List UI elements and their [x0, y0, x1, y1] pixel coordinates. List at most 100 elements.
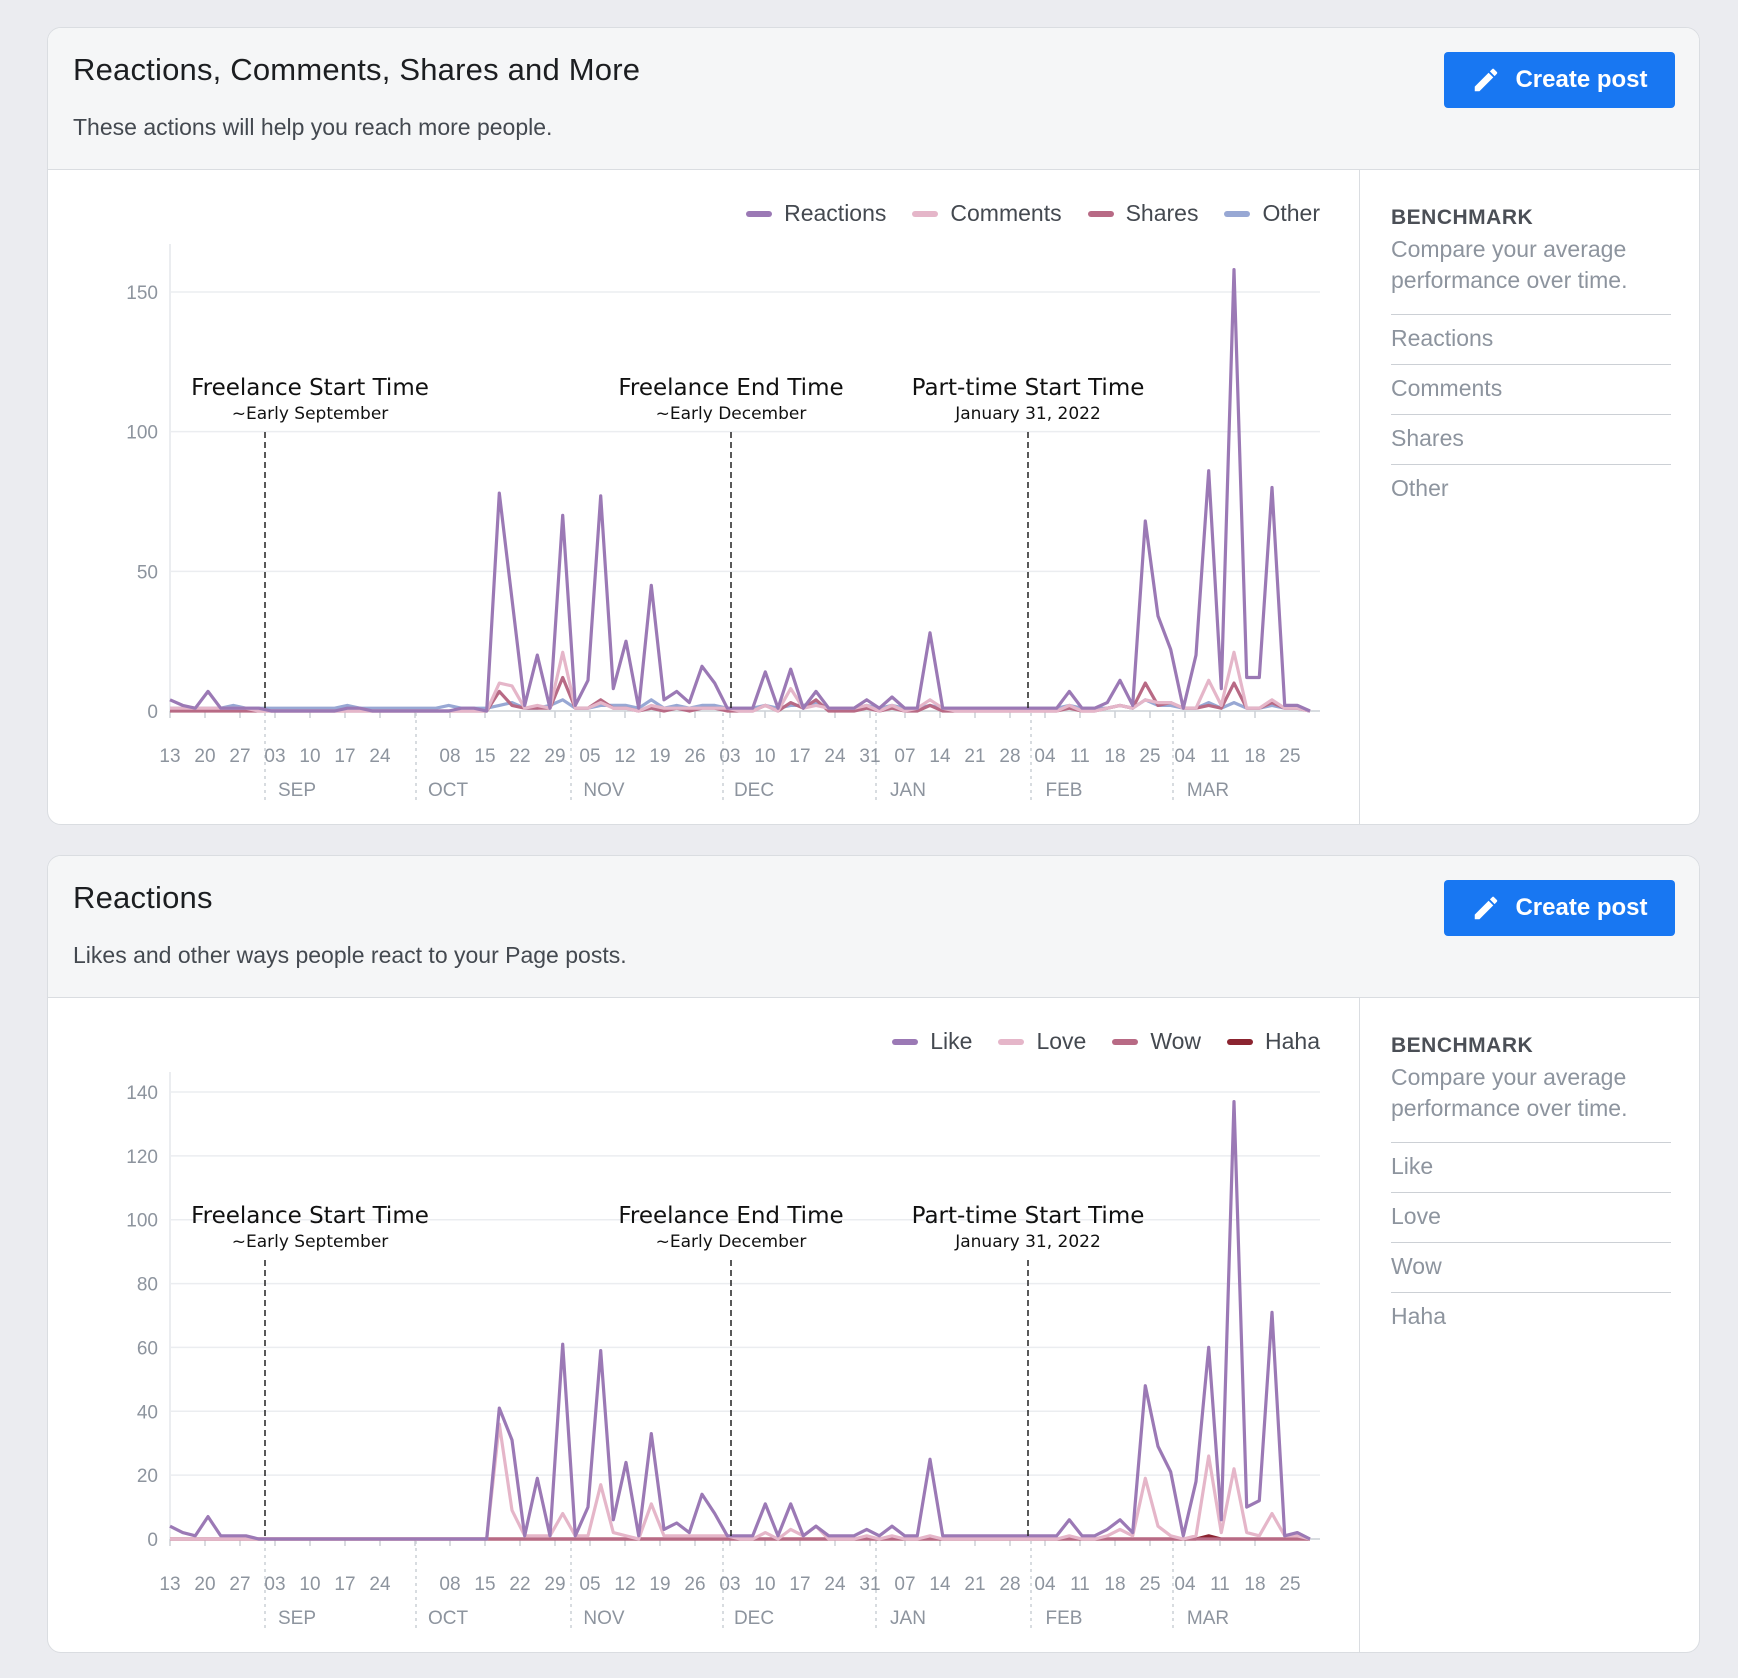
month-label: OCT: [428, 1608, 469, 1629]
x-tick-label: 04: [1174, 1574, 1196, 1595]
x-tick-label: 29: [544, 746, 565, 767]
legend-label: Reactions: [784, 200, 887, 226]
card-header: Reactions Likes and other ways people re…: [48, 856, 1699, 998]
legend-swatch: [892, 1038, 919, 1045]
reactions-chart-svg: 0 20 40 60 80 100 120 140 13 20 27 03 10 17 24 08 15 22 29…: [126, 1072, 1320, 1630]
x-tick-label: 18: [1244, 1574, 1265, 1595]
x-tick-label: 15: [474, 746, 495, 767]
create-post-label: Create post: [1515, 66, 1648, 93]
legend-item-love[interactable]: Love: [998, 1028, 1086, 1055]
x-tick-label: 25: [1279, 1574, 1300, 1595]
x-tick-label: 20: [194, 746, 215, 767]
legend-label: Love: [1036, 1028, 1087, 1054]
x-tick-label: 18: [1104, 1574, 1125, 1595]
legend-item-comments[interactable]: Comments: [912, 200, 1062, 227]
y-tick-label: 0: [147, 702, 158, 723]
legend-label: Wow: [1150, 1028, 1202, 1054]
x-tick-label: 25: [1139, 746, 1160, 767]
engagement-card: Reactions, Comments, Shares and More The…: [47, 27, 1700, 825]
y-tick-label: 60: [137, 1338, 158, 1359]
x-tick-label: 15: [474, 1574, 495, 1595]
benchmark-item-reactions[interactable]: Reactions: [1391, 314, 1671, 364]
y-tick-label: 100: [126, 1211, 158, 1232]
chart-legend: Reactions Comments Shares Other: [746, 200, 1320, 227]
benchmark-list: Reactions Comments Shares Other: [1391, 314, 1671, 514]
legend-label: Haha: [1265, 1028, 1320, 1054]
series-line-comments: [170, 650, 1311, 713]
month-label: NOV: [583, 780, 625, 801]
legend-item-wow[interactable]: Wow: [1112, 1028, 1201, 1055]
benchmark-item-wow[interactable]: Wow: [1391, 1242, 1671, 1292]
x-tick-label: 08: [439, 1574, 460, 1595]
benchmark-title: BENCHMARK: [1391, 206, 1534, 229]
annotation-subtitle: ~Early September: [232, 1232, 389, 1252]
y-tick-label: 100: [126, 423, 158, 444]
legend-item-reactions[interactable]: Reactions: [746, 200, 886, 227]
reactions-card: Reactions Likes and other ways people re…: [47, 855, 1700, 1653]
engagement-chart: 0 50 100 150 13 20 27 03 10 17 24 08 15 22 29 05 12 19 26 0…: [48, 170, 1360, 824]
x-tick-label: 17: [789, 1574, 810, 1595]
month-label: DEC: [734, 780, 774, 801]
benchmark-item-like[interactable]: Like: [1391, 1142, 1671, 1192]
create-post-button[interactable]: Create post: [1444, 52, 1675, 108]
month-label: OCT: [428, 780, 469, 801]
benchmark-item-haha[interactable]: Haha: [1391, 1292, 1671, 1342]
annotation-subtitle: ~Early September: [232, 404, 389, 424]
annotation-title: Freelance End Time: [618, 375, 843, 401]
y-tick-label: 140: [126, 1083, 158, 1104]
benchmark-panel: BENCHMARK Compare your average performan…: [1391, 998, 1671, 1342]
legend-item-like[interactable]: Like: [892, 1028, 972, 1055]
x-tick-label: 13: [159, 746, 180, 767]
month-label: JAN: [890, 1608, 926, 1629]
x-tick-label: 12: [614, 746, 635, 767]
month-label: MAR: [1187, 1608, 1229, 1629]
x-tick-label: 11: [1210, 746, 1230, 767]
benchmark-description: Compare your average performance over ti…: [1391, 236, 1628, 293]
benchmark-item-love[interactable]: Love: [1391, 1192, 1671, 1242]
legend-item-haha[interactable]: Haha: [1227, 1028, 1320, 1055]
y-tick-label: 150: [126, 283, 158, 304]
x-tick-label: 18: [1104, 746, 1125, 767]
x-tick-label: 11: [1070, 746, 1090, 767]
annotation-subtitle: ~Early December: [656, 1232, 807, 1252]
x-tick-label: 20: [194, 1574, 215, 1595]
x-tick-label: 22: [509, 746, 530, 767]
x-tick-label: 04: [1034, 746, 1056, 767]
month-label: MAR: [1187, 780, 1229, 801]
create-post-label: Create post: [1515, 894, 1648, 921]
x-tick-label: 19: [649, 746, 670, 767]
x-tick-label: 10: [754, 1574, 775, 1595]
month-label: FEB: [1046, 1608, 1083, 1629]
x-tick-label: 21: [964, 746, 985, 767]
x-tick-label: 17: [334, 746, 355, 767]
x-tick-label: 24: [369, 746, 391, 767]
engagement-chart-svg: 0 50 100 150 13 20 27 03 10 17 24 08 15 22 29 05 12 19 26 0…: [126, 244, 1320, 802]
month-label: SEP: [278, 1608, 316, 1629]
x-tick-label: 24: [824, 746, 846, 767]
x-tick-label: 03: [264, 746, 285, 767]
x-tick-label: 21: [964, 1574, 985, 1595]
x-tick-label: 19: [649, 1574, 670, 1595]
card-header: Reactions, Comments, Shares and More The…: [48, 28, 1699, 170]
legend-item-shares[interactable]: Shares: [1087, 200, 1198, 227]
create-post-button[interactable]: Create post: [1444, 880, 1675, 936]
benchmark-item-comments[interactable]: Comments: [1391, 364, 1671, 414]
legend-label: Comments: [950, 200, 1062, 226]
x-tick-label: 27: [229, 746, 250, 767]
benchmark-title: BENCHMARK: [1391, 1034, 1534, 1057]
x-tick-label: 05: [579, 1574, 600, 1595]
benchmark-item-shares[interactable]: Shares: [1391, 414, 1671, 464]
pencil-icon: [1475, 896, 1498, 920]
x-tick-label: 28: [999, 1574, 1020, 1595]
benchmark-item-other[interactable]: Other: [1391, 464, 1671, 514]
y-tick-label: 40: [137, 1402, 158, 1423]
x-tick-label: 24: [369, 1574, 391, 1595]
x-tick-label: 13: [159, 1574, 180, 1595]
x-tick-label: 03: [719, 746, 740, 767]
card-title: Reactions, Comments, Shares and More: [73, 52, 641, 87]
x-tick-label: 10: [754, 746, 775, 767]
legend-item-other[interactable]: Other: [1224, 200, 1320, 227]
month-label: SEP: [278, 780, 316, 801]
x-tick-label: 11: [1210, 1574, 1230, 1595]
x-tick-label: 29: [544, 1574, 565, 1595]
